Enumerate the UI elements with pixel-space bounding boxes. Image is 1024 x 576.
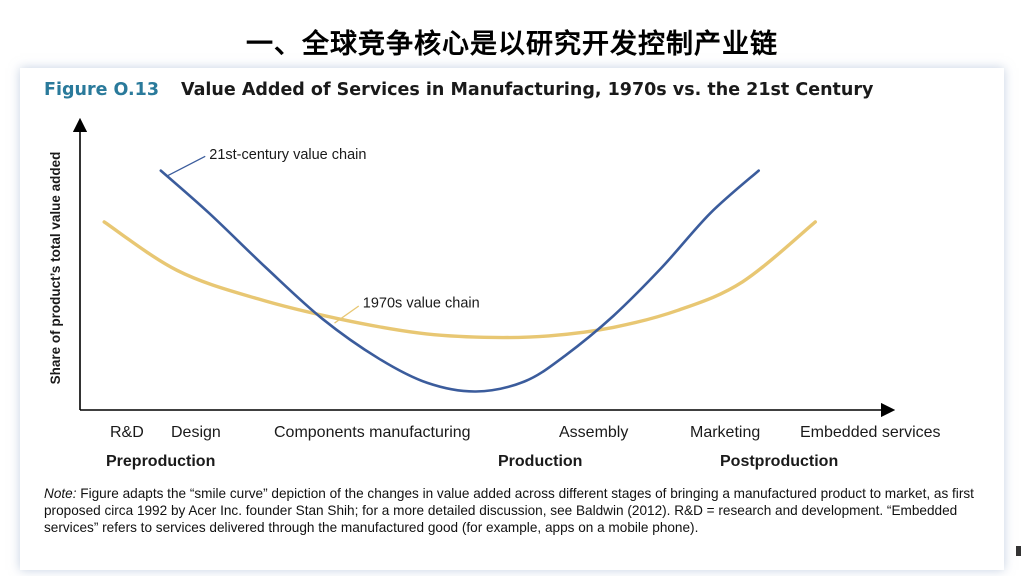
series-leader-21st-century (166, 155, 206, 177)
figure-number: Figure O.13 (44, 80, 160, 100)
y-axis-label: Share of product’s total value added (48, 152, 63, 385)
edge-marker (1016, 546, 1021, 556)
slide-title: 一、全球竞争核心是以研究开发控制产业链 (246, 29, 778, 60)
x-group-label: Preproduction (106, 453, 215, 470)
series-line-1970s (102, 220, 817, 340)
figure-heading: Figure O.13 Value Added of Services in Ma… (44, 80, 873, 100)
x-tick-label: Design (171, 424, 221, 441)
series-leader-1970s (334, 305, 360, 324)
series-label-1970s: 1970s value chain (363, 295, 480, 311)
series-label-layer: 21st-century value chain 1970s value chai… (166, 147, 480, 324)
series-layer (102, 169, 817, 393)
figure-panel: Figure O.13 Value Added of Services in Ma… (20, 68, 1004, 570)
x-group-label: Postproduction (720, 453, 838, 470)
x-tick-labels: R&D Design Components manufacturing Assembl… (110, 424, 941, 441)
x-tick-label: Embedded services (800, 424, 941, 441)
note-text: Figure adapts the “smile curve” depictio… (44, 486, 974, 535)
x-tick-label: Components manufacturing (274, 424, 471, 441)
note-label: Note: (44, 486, 77, 501)
figure-title: Value Added of Services in Manufacturing… (181, 80, 874, 100)
series-line-21st-century (159, 169, 760, 393)
x-group-label: Production (498, 453, 582, 470)
series-label-21st-century: 21st-century value chain (209, 147, 366, 163)
x-group-labels: Preproduction Production Postproduction (106, 453, 838, 470)
x-tick-label: R&D (110, 424, 144, 441)
x-tick-label: Assembly (559, 424, 628, 441)
x-tick-label: Marketing (690, 424, 760, 441)
figure-note: Note: Figure adapts the “smile curve” de… (44, 485, 984, 536)
smile-curve-chart: Share of product’s total value added 21s… (48, 117, 941, 470)
